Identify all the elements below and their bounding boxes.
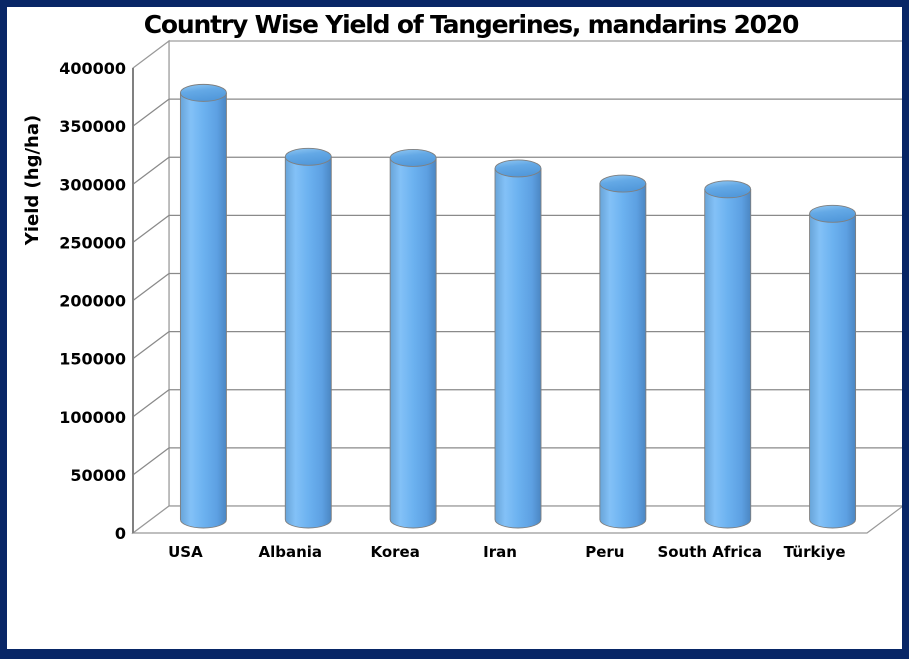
bar-top-türkiye	[809, 204, 857, 223]
gridline-tick	[132, 447, 170, 476]
gridline-tick	[132, 272, 170, 302]
category-label: Peru	[585, 543, 624, 561]
ytick-label: 0	[115, 524, 126, 543]
bar-top-iran	[494, 159, 542, 178]
category-label: Korea	[370, 543, 419, 561]
bar-top-albania	[284, 147, 332, 166]
gridline-tick	[132, 214, 170, 243]
bar-top-usa	[179, 83, 227, 102]
category-label: USA	[168, 543, 203, 561]
bar-cylinder-iran	[494, 168, 542, 529]
chart-title: Country Wise Yield of Tangerines, mandar…	[144, 10, 799, 39]
category-label: Albania	[259, 543, 323, 561]
ytick-label: 150000	[59, 350, 126, 369]
category-label: South Africa	[657, 543, 762, 561]
gridline-tick	[132, 156, 170, 185]
ytick-label: 200000	[59, 292, 126, 311]
bar-top-korea	[389, 149, 437, 167]
y-axis-label: Yield (hg/ha)	[22, 115, 43, 246]
bar-top-peru	[599, 174, 647, 193]
gridline-tick	[132, 331, 170, 360]
bar-top-south-africa	[704, 180, 752, 199]
ytick-label: 300000	[59, 175, 126, 194]
category-label: Iran	[483, 543, 517, 561]
bar-cylinder-south-africa	[704, 189, 752, 529]
bar-cylinder-albania	[284, 156, 332, 529]
gridline-tick	[132, 389, 170, 418]
ytick-label: 400000	[59, 59, 126, 78]
ytick-label: 50000	[70, 466, 126, 485]
bar-cylinder-usa	[179, 92, 227, 529]
ytick-label: 250000	[59, 233, 126, 252]
gridline-tick	[132, 98, 170, 127]
yield-chart: 0 50000 100000 150000 200000 250000 300000 3500…	[22, 10, 902, 561]
plot-area: 0 50000 100000 150000 200000 250000 300000 3500…	[59, 39, 902, 561]
bar-cylinder-türkiye	[809, 213, 857, 529]
bar-cylinder-peru	[599, 183, 647, 529]
bar-cylinder-korea	[389, 157, 437, 529]
category-label: Türkiye	[784, 543, 846, 561]
ytick-label: 350000	[59, 117, 126, 136]
ytick-label: 100000	[59, 408, 126, 427]
